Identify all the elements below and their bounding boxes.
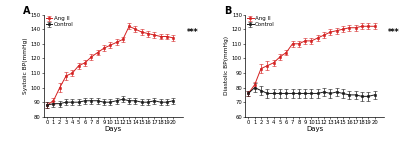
Y-axis label: Systolic BP(mmHg): Systolic BP(mmHg) bbox=[23, 37, 28, 94]
Text: A: A bbox=[23, 6, 31, 16]
Legend: Ang II, Control: Ang II, Control bbox=[45, 16, 74, 28]
X-axis label: Days: Days bbox=[105, 126, 122, 132]
Text: ***: *** bbox=[388, 28, 400, 38]
X-axis label: Days: Days bbox=[306, 126, 323, 132]
Legend: Ang II, Control: Ang II, Control bbox=[246, 16, 276, 28]
Text: ***: *** bbox=[187, 28, 198, 38]
Y-axis label: Diastolic BP(mmHg): Diastolic BP(mmHg) bbox=[224, 36, 229, 95]
Text: B: B bbox=[224, 6, 232, 16]
